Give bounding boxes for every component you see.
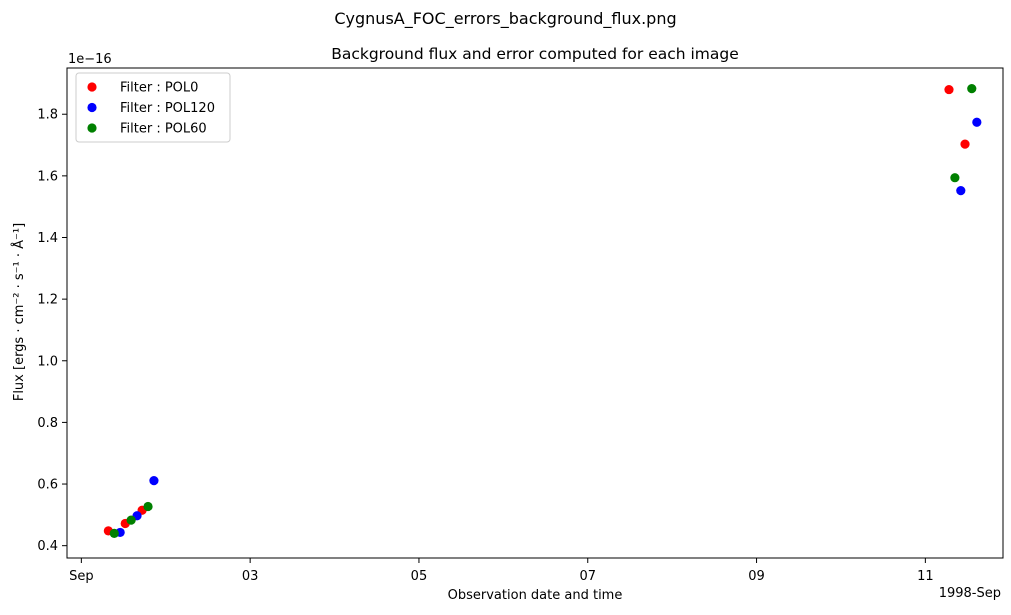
y-tick-label: 1.8 [37,108,58,123]
data-point [972,117,982,127]
data-point [143,501,153,512]
legend-marker [87,82,97,92]
data-point [950,173,960,183]
data-point [126,515,136,525]
legend-box [75,72,231,143]
y-tick-label: 1.2 [37,293,58,308]
y-axis-offset-label: 1e−16 [68,52,112,67]
y-tick-label: 1.6 [37,169,58,184]
plot-area-frame [66,67,1004,559]
chart-title: Background flux and error computed for e… [331,45,739,63]
legend-entry-label: Filter : POL60 [120,122,207,137]
x-tick-label: Sep [69,569,94,584]
axis-ticks: Sep 03 05 07 09 11 0.4 0.6 0.8 1.0 1.2 1.4 1.6 1.8 [37,108,933,584]
legend: Filter : POL0 Filter : POL120 Filter : POL… [75,72,231,143]
x-axis-offset-label: 1998-Sep [939,586,1001,601]
x-tick-label: 05 [411,569,428,584]
x-tick-label: 07 [579,569,596,584]
y-tick-label: 0.6 [37,478,58,493]
data-point [967,84,977,94]
x-tick-label: 11 [917,569,934,584]
data-point [149,476,159,486]
data-point [944,84,954,95]
legend-entry-label: Filter : POL120 [120,101,215,116]
x-axis-label: Observation date and time [448,588,623,603]
y-tick-label: 1.0 [37,354,58,369]
data-point [956,186,966,196]
data-point [109,528,119,538]
data-point [960,139,970,149]
y-tick-label: 0.8 [37,416,58,431]
y-tick-label: 1.4 [37,231,58,246]
figure-suptitle: CygnusA_FOC_errors_background_flux.png [334,9,676,29]
data-points [103,84,982,538]
x-tick-label: 09 [748,569,765,584]
legend-marker [87,123,97,133]
y-tick-label: 0.4 [37,539,58,554]
x-tick-label: 03 [242,569,259,584]
legend-entry-label: Filter : POL0 [120,81,198,96]
legend-marker [87,102,97,113]
y-axis-label: Flux [ergs · cm⁻² · s⁻¹ · Å⁻¹] [11,223,27,401]
